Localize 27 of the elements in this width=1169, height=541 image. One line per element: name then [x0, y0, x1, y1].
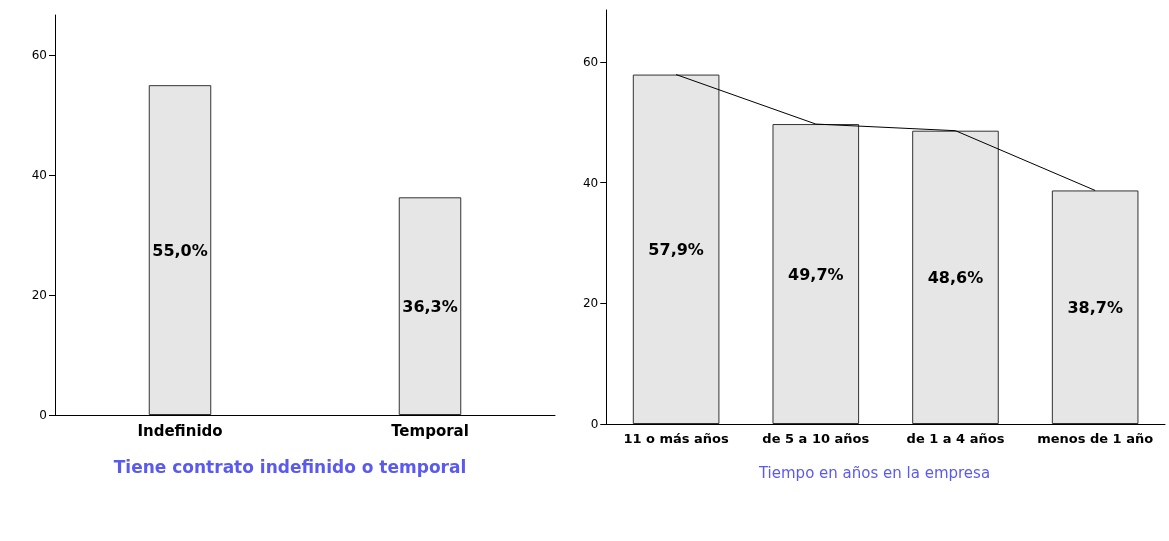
- data-label: 38,7%: [1067, 297, 1123, 317]
- y-tick-label: 20: [31, 288, 47, 303]
- line-series: [675, 74, 1096, 191]
- y-tick-label: 40: [31, 168, 47, 183]
- y-tick-label: 20: [582, 296, 599, 311]
- x-axis-title: Tiene contrato indefinido o temporal: [113, 456, 467, 477]
- bar: [1051, 190, 1139, 424]
- bar: [632, 74, 720, 424]
- y-tick-label: 60: [31, 48, 47, 63]
- x-tick-label: Temporal: [391, 421, 469, 440]
- data-label: 36,3%: [402, 296, 458, 316]
- data-label: 57,9%: [648, 239, 704, 259]
- y-tick-label: 0: [590, 417, 599, 431]
- bar: [772, 124, 860, 424]
- x-tick-label: de 5 a 10 años: [762, 431, 870, 446]
- data-label: 55,0%: [152, 240, 208, 260]
- y-tick-label: 60: [582, 54, 599, 69]
- x-axis-title: Tiempo en años en la empresa: [757, 463, 991, 482]
- y-tick-label: 0: [39, 408, 47, 422]
- x-tick-label: Indefinido: [137, 421, 223, 440]
- x-tick-label: de 1 a 4 años: [906, 431, 1005, 446]
- bar: [912, 130, 999, 424]
- x-tick-label: 11 o más años: [623, 431, 730, 446]
- y-tick-label: 40: [582, 175, 599, 190]
- x-tick-label: menos de 1 año: [1037, 431, 1154, 446]
- data-label: 49,7%: [788, 264, 844, 284]
- data-label: 48,6%: [927, 267, 984, 287]
